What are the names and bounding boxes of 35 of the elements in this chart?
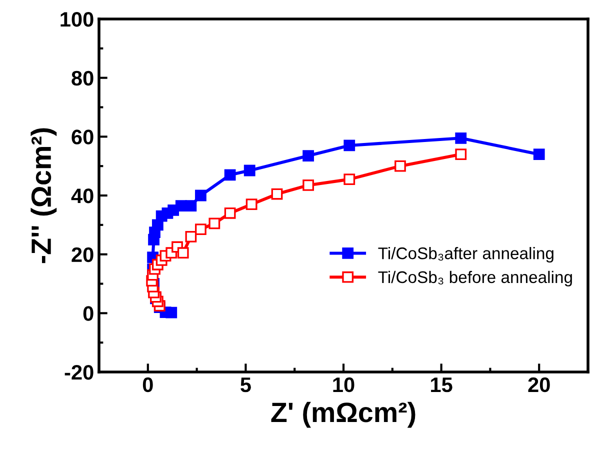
- point: [224, 169, 236, 181]
- legend-label: Ti/CoSb₃after annealing: [378, 246, 554, 263]
- y-axis-title: -Z'' (Ωcm²): [30, 128, 57, 264]
- point: [195, 190, 206, 202]
- x-tick-label: 0: [142, 377, 153, 392]
- x-tick-label: 20: [528, 377, 550, 392]
- x-tick-label: 15: [431, 378, 452, 392]
- point: [195, 224, 206, 236]
- y-tick-label: 0: [83, 306, 94, 321]
- point: [246, 198, 258, 210]
- point: [224, 207, 236, 219]
- point: [533, 148, 545, 160]
- point: [344, 174, 356, 186]
- point: [177, 247, 189, 259]
- point: [208, 218, 220, 230]
- point: [302, 180, 314, 191]
- point: [455, 148, 467, 160]
- y-tick-label: 100: [60, 12, 94, 27]
- y-tick-label: -20: [64, 365, 94, 380]
- y-tick-label: 20: [72, 247, 94, 262]
- point: [244, 164, 256, 176]
- y-tick-label: 80: [72, 70, 94, 86]
- point: [185, 200, 197, 212]
- x-axis-title: Z' (mΩcm²): [271, 402, 416, 428]
- y-tick-label: 40: [71, 188, 94, 204]
- point: [394, 160, 406, 172]
- y-tick-label: 60: [72, 130, 94, 144]
- point: [455, 132, 467, 144]
- point: [185, 230, 197, 242]
- point: [344, 140, 356, 152]
- legend-label: Ti/CoSb₃ before annealing: [378, 270, 572, 286]
- point: [302, 150, 314, 162]
- point: [271, 188, 283, 200]
- x-tick-label: 5: [240, 378, 251, 392]
- x-tick-label: 10: [333, 377, 354, 392]
